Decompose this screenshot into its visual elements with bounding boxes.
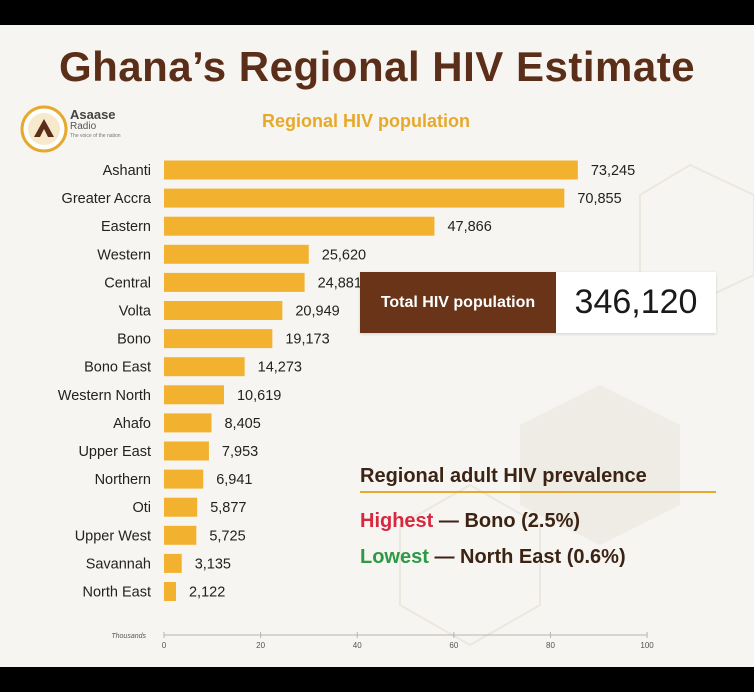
total-hiv-box: Total HIV population 346,120 (360, 272, 716, 333)
prevalence-title: Regional adult HIV prevalence (360, 465, 647, 487)
category-label: Western (97, 247, 151, 263)
bar-volta (164, 301, 283, 320)
value-label: 47,866 (447, 219, 491, 235)
logo-tagline: The voice of the nation (70, 133, 121, 139)
category-label: Central (104, 275, 151, 291)
bar-savannah (164, 553, 182, 573)
prevalence-lowest: Lowest — North East (0.6%) (360, 546, 626, 569)
bar-bono-east (164, 357, 245, 377)
value-label: 2,122 (189, 585, 225, 601)
x-tick-label: 40 (353, 641, 362, 650)
category-label: North East (83, 585, 152, 601)
value-label: 8,405 (224, 416, 260, 432)
infographic-frame: Ghana’s Regional HIV Estimate Asaase Rad… (0, 25, 754, 667)
lowest-value: — North East (0.6%) (434, 546, 626, 568)
value-label: 7,953 (222, 444, 258, 460)
category-label: Eastern (101, 219, 151, 235)
total-hiv-value: 346,120 (556, 272, 716, 333)
logo-name: Asaase (70, 107, 116, 122)
bar-northern (164, 469, 204, 489)
highest-value: — Bono (2.5%) (438, 510, 581, 532)
x-axis-label: Thousands (111, 633, 146, 640)
value-label: 5,877 (210, 500, 246, 516)
value-label: 14,273 (258, 360, 302, 376)
category-label: Savannah (86, 556, 151, 572)
highest-label: Highest (360, 510, 434, 532)
bar-greater-accra (164, 188, 565, 208)
bar-western-north (164, 385, 224, 405)
category-label: Ahafo (113, 416, 151, 432)
category-label: Volta (119, 304, 152, 320)
lowest-label: Lowest (360, 546, 429, 568)
category-label: Bono East (84, 360, 151, 376)
chart-subtitle: Regional HIV population (262, 111, 470, 131)
category-label: Upper West (75, 528, 151, 544)
value-label: 10,619 (237, 388, 281, 404)
page-title: Ghana’s Regional HIV Estimate (58, 43, 696, 90)
x-tick-label: 60 (449, 641, 458, 650)
x-tick-label: 100 (640, 641, 654, 650)
bar-ashanti (164, 160, 578, 180)
category-label: Upper East (78, 444, 151, 460)
prevalence-divider (360, 491, 716, 493)
bar-upper-east (164, 441, 209, 461)
value-label: 3,135 (195, 556, 231, 572)
bar-eastern (164, 216, 435, 236)
category-label: Greater Accra (62, 191, 152, 207)
category-label: Oti (132, 500, 151, 516)
bar-western (164, 244, 309, 264)
bar-bono (164, 329, 273, 349)
value-label: 24,881 (318, 275, 362, 291)
category-label: Bono (117, 332, 151, 348)
value-label: 25,620 (322, 247, 366, 263)
x-tick-label: 20 (256, 641, 265, 650)
x-tick-label: 0 (162, 641, 167, 650)
value-label: 70,855 (577, 191, 621, 207)
total-hiv-label: Total HIV population (360, 272, 556, 333)
bar-oti (164, 497, 198, 517)
category-label: Ashanti (103, 163, 151, 179)
bar-central (164, 272, 305, 292)
value-label: 20,949 (295, 304, 339, 320)
value-label: 5,725 (209, 528, 245, 544)
logo-subtitle: Radio (70, 121, 97, 132)
value-label: 6,941 (216, 472, 252, 488)
category-label: Northern (95, 472, 151, 488)
category-label: Western North (58, 388, 151, 404)
bar-north-east (164, 582, 176, 601)
value-label: 19,173 (285, 332, 329, 348)
x-tick-label: 80 (546, 641, 555, 650)
hiv-bar-chart: Ashanti 73,245 Greater Accra 70,855 Eastern 4… (58, 160, 654, 650)
bar-upper-west (164, 525, 197, 545)
value-label: 73,245 (591, 163, 635, 179)
bar-ahafo (164, 413, 212, 433)
prevalence-highest: Highest — Bono (2.5%) (360, 510, 580, 533)
asaase-radio-logo-icon (20, 105, 68, 153)
